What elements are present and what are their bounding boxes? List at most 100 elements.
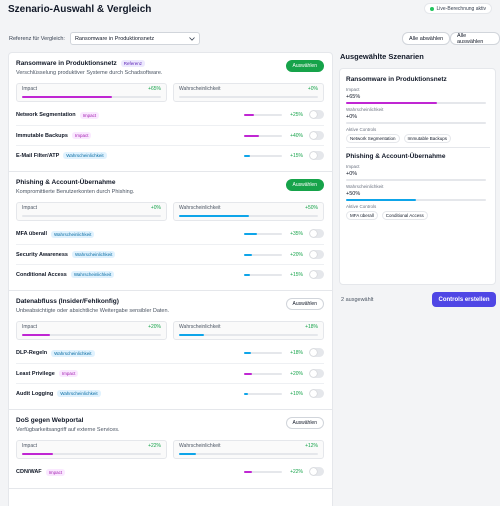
control-effect-value: +40% — [290, 133, 303, 139]
control-toggle[interactable] — [309, 110, 324, 119]
scenario-heading: Datenabfluss (Insider/Fehlkonfig) Unbeabs… — [16, 298, 169, 314]
control-chip: MFA überall — [346, 211, 378, 220]
status-dot-icon — [429, 6, 434, 11]
impact-bar-track — [22, 334, 161, 336]
scenario-metrics: Impact +20% Wahrscheinlichkeit +18% — [16, 321, 324, 340]
control-type-tag: Impact — [58, 370, 79, 377]
control-row: Security Awareness Wahrscheinlichkeit +20% — [16, 244, 324, 264]
impact-value: +22% — [148, 443, 161, 449]
scenario-description: Kompromittierte Benutzerkonten durch Phi… — [16, 189, 135, 195]
scenario-title-text: Ransomware in Produktionsnetz — [16, 60, 117, 67]
scenario-card: DoS gegen Webportal Verfügbarkeitsangriff… — [9, 410, 332, 489]
control-type-tag: Wahrscheinlichkeit — [57, 390, 101, 397]
control-row: Audit Logging Wahrscheinlichkeit +10% — [16, 383, 324, 403]
scenario-title: Phishing & Account-Übernahme — [16, 179, 134, 186]
control-name: Audit Logging — [16, 390, 54, 397]
chevron-down-icon — [189, 36, 195, 41]
impact-metric: Impact +65% — [16, 83, 167, 102]
control-effect-bar — [244, 254, 282, 256]
scenario-title: DoS gegen Webportal — [16, 417, 120, 424]
scenario-title-text: DoS gegen Webportal — [16, 417, 84, 424]
control-toggle[interactable] — [309, 389, 324, 398]
control-toggle[interactable] — [309, 250, 324, 259]
control-toggle[interactable] — [309, 270, 324, 279]
impact-bar-fill — [346, 102, 437, 104]
impact-bar-fill — [22, 453, 53, 455]
control-row: Least Privilege Impact +20% — [16, 363, 324, 383]
control-name: Security Awareness — [16, 251, 68, 258]
control-type-tag: Impact — [45, 468, 66, 476]
probability-bar-fill — [179, 334, 205, 336]
control-toggle[interactable] — [309, 229, 324, 238]
control-row: E-Mail Filter/ATP Wahrscheinlichkeit +15% — [16, 145, 324, 165]
control-list: DLP-Regeln Wahrscheinlichkeit +18% Least Pr… — [16, 343, 324, 403]
reference-row: Referenz für Vergleich: Ransomware in Pr… — [9, 32, 200, 45]
control-chip: Immutable Backups — [403, 134, 452, 143]
scenario-title: Ransomware in Produktionsnetz Referenz — [16, 60, 162, 67]
impact-bar-track — [22, 453, 161, 455]
control-toggle[interactable] — [309, 369, 324, 378]
control-name: Least Privilege — [16, 370, 55, 377]
control-toggle[interactable] — [309, 131, 324, 140]
impact-metric: Impact +22% — [16, 440, 167, 459]
control-list: Network Segmentation Impact +25% Immutable … — [16, 105, 324, 165]
deselect-all-button[interactable]: Alle abwählen — [402, 32, 451, 45]
control-effect-fill — [244, 393, 248, 395]
control-effect-bar — [244, 393, 282, 395]
select-scenario-button[interactable]: Auswählen — [285, 298, 324, 310]
control-effect-value: +20% — [290, 371, 303, 377]
control-name: E-Mail Filter/ATP — [16, 152, 60, 159]
reference-select[interactable]: Ransomware in Produktionsnetz — [69, 32, 200, 45]
scenario-metrics: Impact +65% Wahrscheinlichkeit +0% — [16, 83, 324, 102]
control-toggle[interactable] — [309, 151, 324, 160]
scenario-header: DoS gegen Webportal Verfügbarkeitsangriff… — [16, 417, 324, 433]
control-effect-bar — [244, 233, 282, 235]
probability-label: Wahrscheinlichkeit — [179, 86, 221, 92]
probability-bar-track — [179, 215, 318, 217]
scenario-metrics: Impact +0% Wahrscheinlichkeit +50% — [16, 202, 324, 221]
probability-label: Wahrscheinlichkeit — [179, 443, 221, 449]
scenario-heading: DoS gegen Webportal Verfügbarkeitsangriff… — [16, 417, 120, 433]
impact-metric-header: Impact +22% — [22, 443, 161, 449]
scenario-card: Datenabfluss (Insider/Fehlkonfig) Unbeabs… — [9, 291, 332, 410]
select-scenario-button[interactable]: Auswählen — [285, 179, 324, 191]
impact-metric-header: Impact +65% — [22, 86, 161, 92]
control-effect-value: +15% — [290, 153, 303, 159]
control-list: MFA überall Wahrscheinlichkeit +35% Securit… — [16, 224, 324, 284]
impact-label: Impact — [346, 87, 360, 92]
control-name: Network Segmentation — [16, 112, 76, 118]
scenario-description: Verfügbarkeitsangriff auf externe Servic… — [16, 427, 120, 433]
reference-badge: Referenz — [120, 60, 146, 67]
control-toggle[interactable] — [309, 467, 324, 476]
probability-bar-fill — [179, 453, 196, 455]
probability-bar-track — [346, 122, 486, 124]
scenario-card: Ransomware in Produktionsnetz Referenz Ver… — [9, 53, 332, 172]
selection-footer: 2 ausgewählt Controls erstellen — [339, 292, 496, 307]
scenario-list: Ransomware in Produktionsnetz Referenz Ver… — [8, 52, 333, 506]
control-effect-value: +35% — [290, 231, 303, 237]
probability-label: Wahrscheinlichkeit — [346, 107, 384, 112]
control-effect-fill — [244, 274, 250, 276]
impact-label: Impact — [22, 86, 38, 92]
control-effect-fill — [244, 233, 258, 235]
impact-value: +0% — [346, 171, 358, 177]
probability-bar-track — [179, 453, 318, 455]
probability-metric-header: Wahrscheinlichkeit +0% — [179, 86, 318, 92]
control-type-tag: Wahrscheinlichkeit — [63, 152, 107, 159]
select-scenario-button[interactable]: Auswählen — [285, 417, 324, 429]
selection-count: 2 ausgewählt — [341, 296, 374, 303]
reference-label: Referenz für Vergleich: — [9, 35, 65, 42]
probability-metric: Wahrscheinlichkeit +50% — [173, 202, 324, 221]
create-controls-button[interactable]: Controls erstellen — [432, 292, 496, 307]
selected-scenarios-card: Ransomware in Produktionsnetz Impact +65% W… — [339, 68, 496, 285]
control-effect-value: +15% — [290, 272, 303, 278]
probability-value: +50% — [305, 205, 318, 211]
impact-value: +65% — [346, 94, 361, 100]
scenario-heading: Phishing & Account-Übernahme Kompromittie… — [16, 179, 134, 195]
live-calculation-badge: Live-Berechnung aktiv — [423, 3, 492, 14]
scenario-heading: Ransomware in Produktionsnetz Referenz Ver… — [16, 60, 162, 76]
control-effect-fill — [244, 352, 251, 354]
select-all-button[interactable]: Alle auswählen — [450, 32, 500, 45]
control-toggle[interactable] — [309, 348, 324, 357]
select-scenario-button[interactable]: Auswählen — [285, 60, 324, 72]
